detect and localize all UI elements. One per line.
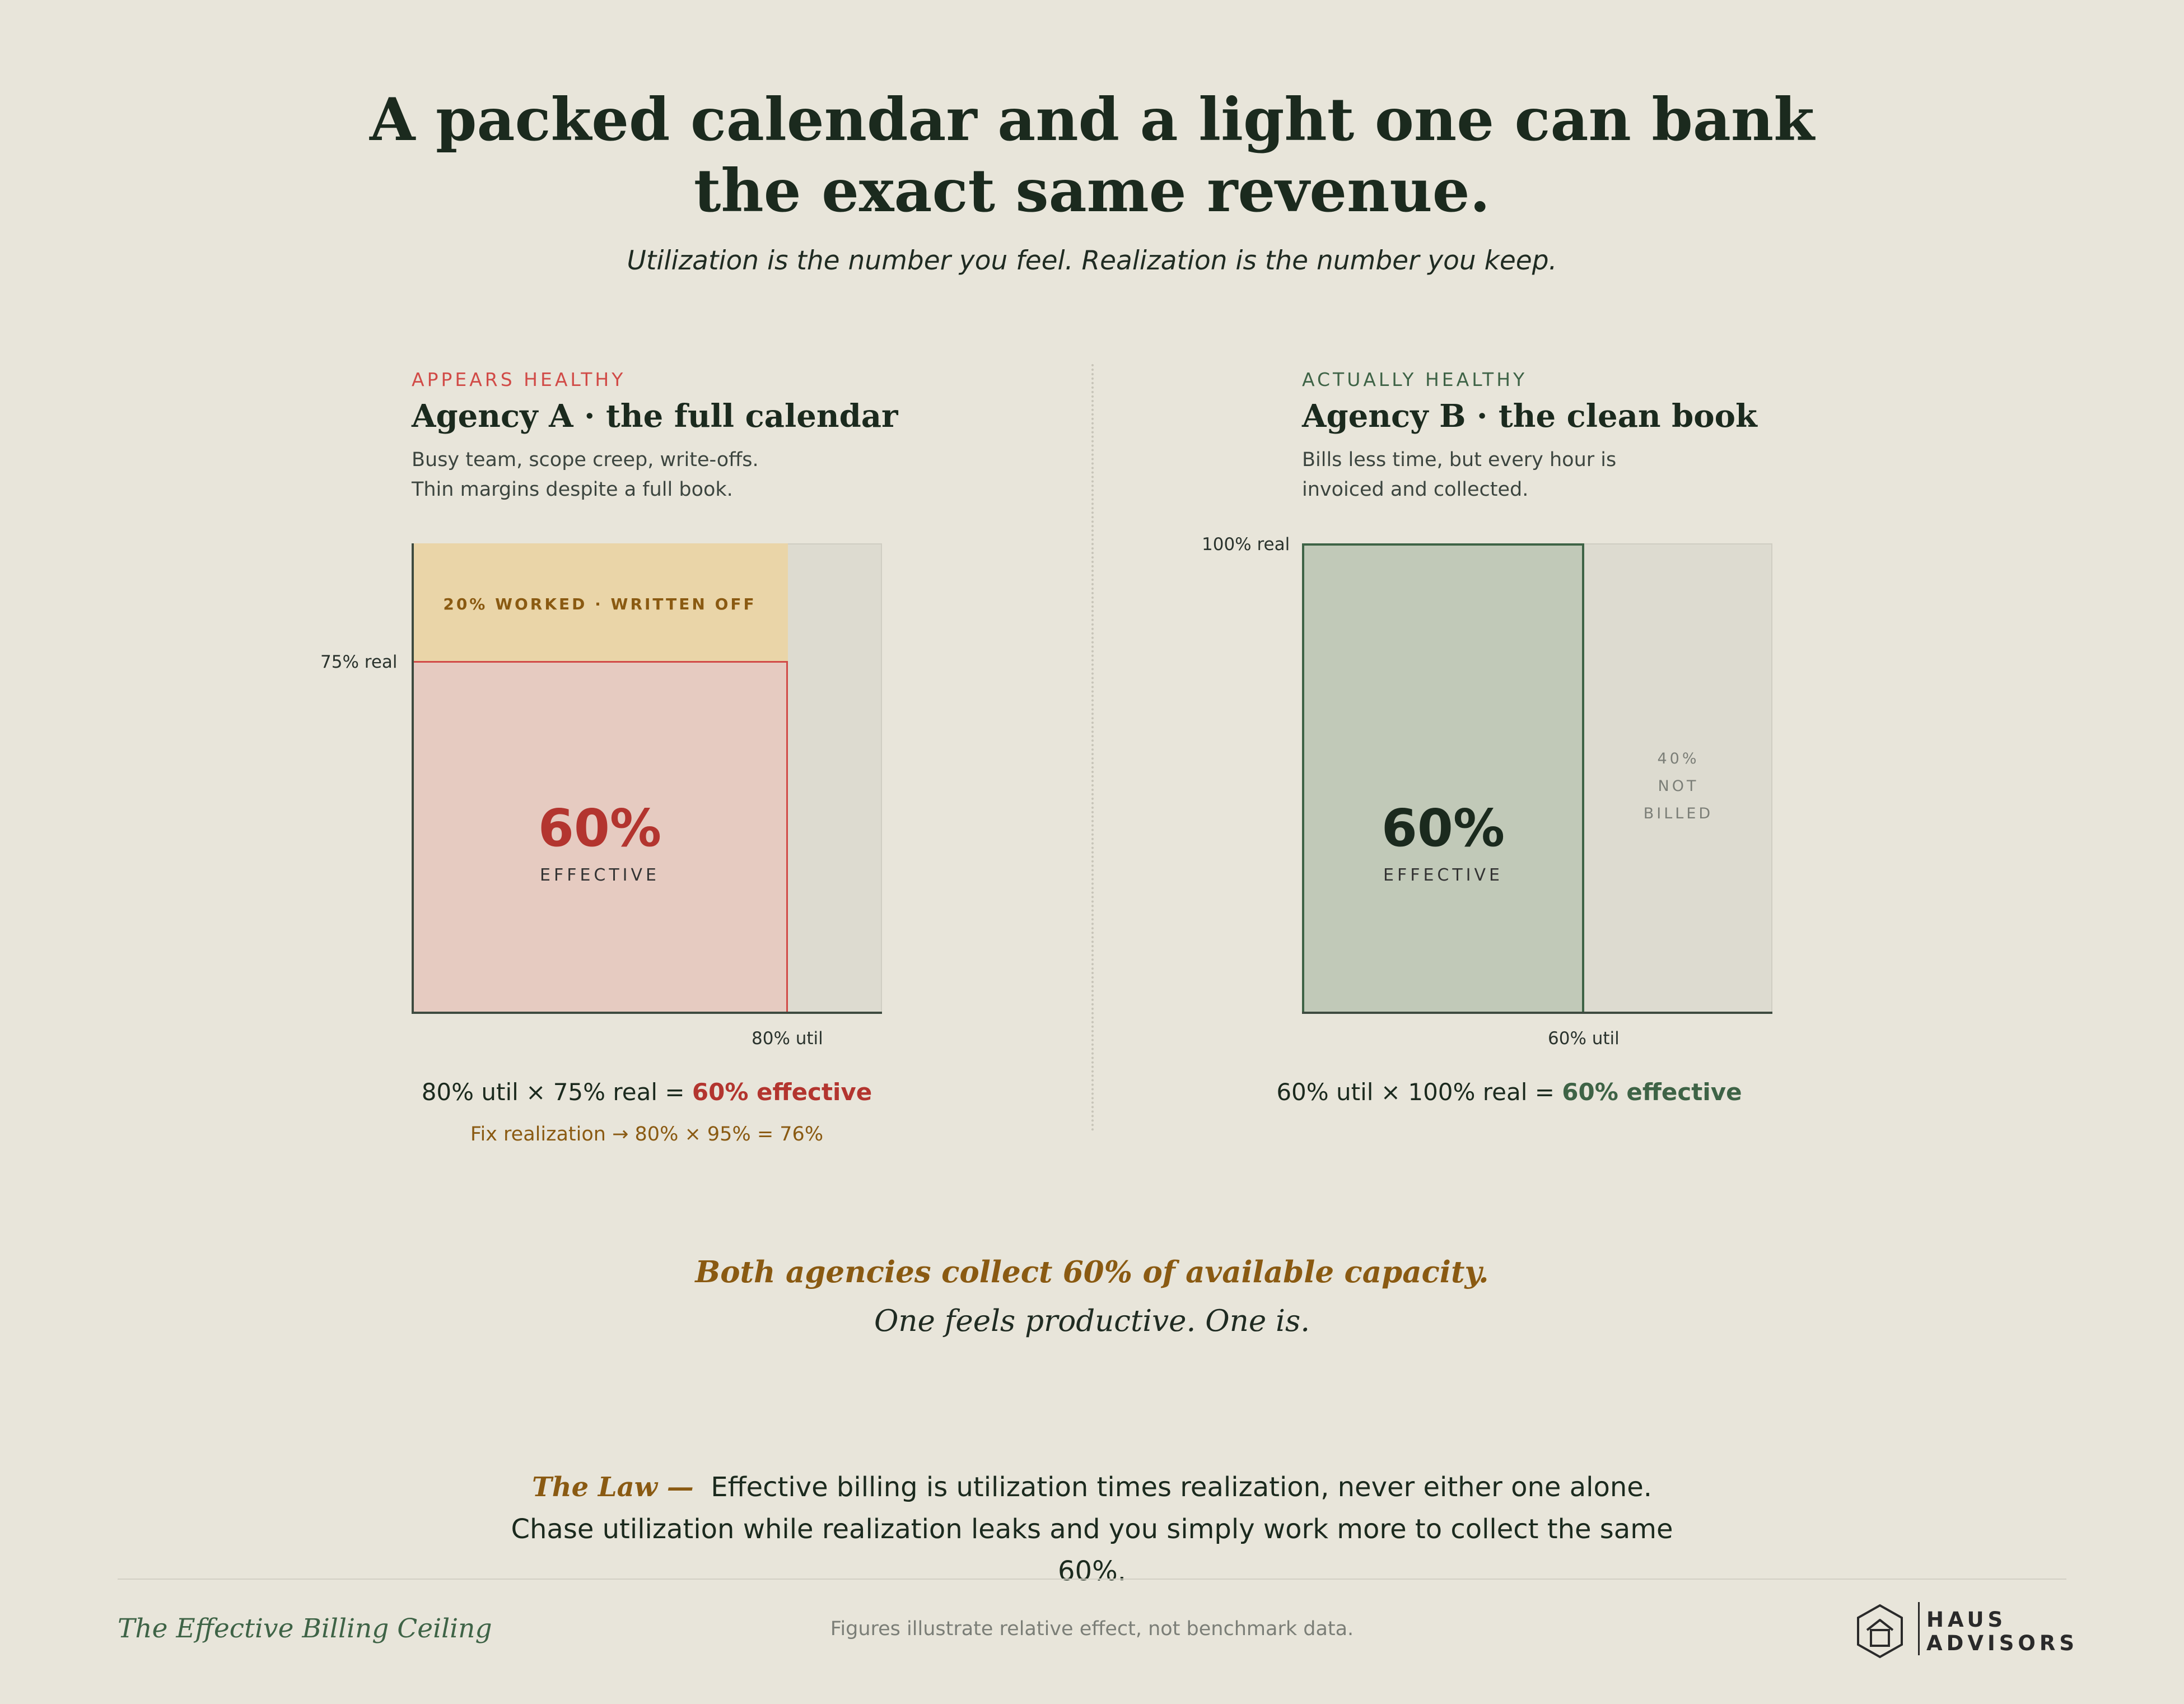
chart-a-utilization-label: 80% util <box>752 1028 823 1049</box>
headline: A packed calendar and a light one can ba… <box>0 84 2184 226</box>
not-billed-line-2: NOT <box>1658 777 1699 795</box>
panel-a-fix-note: Fix realization → 80% × 95% = 76% <box>470 1123 824 1146</box>
chart-b-effective-label: EFFECTIVE <box>1383 865 1504 885</box>
not-billed-line-3: BILLED <box>1643 805 1714 822</box>
panel-b-equation-prefix: 60% util × 100% real = <box>1276 1078 1562 1106</box>
panel-b-kicker: ACTUALLY HEALTHY <box>1302 369 1528 390</box>
footer-title: The Effective Billing Ceiling <box>118 1613 492 1644</box>
summary-tagline: One feels productive. One is. <box>874 1304 1310 1338</box>
chart-b-effective-area <box>1302 543 1584 1014</box>
subtitle: Utilization is the number you feel. Real… <box>627 245 1557 276</box>
agency-a-chart: 20% WORKED · WRITTEN OFF 60% EFFECTIVE <box>412 543 882 1014</box>
logo-separator <box>1918 1602 1920 1655</box>
chart-b-x-axis <box>1302 1012 1772 1014</box>
panel-b-equation: 60% util × 100% real = 60% effective <box>1221 1078 1798 1106</box>
chart-a-effective-label: EFFECTIVE <box>539 865 660 885</box>
chart-b-utilization-label: 60% util <box>1548 1028 1620 1049</box>
panel-a-equation: 80% util × 75% real = 60% effective <box>412 1078 882 1106</box>
brand-name-top: HAUS <box>1926 1608 2007 1632</box>
headline-line-1: A packed calendar and a light one can ba… <box>370 85 1814 154</box>
chart-a-effective-value: 60% <box>538 798 662 858</box>
panel-a-title: Agency A · the full calendar <box>412 398 898 435</box>
law-statement: The Law — Effective billing is utilizati… <box>504 1466 1680 1593</box>
panel-b-description: Bills less time, but every hour is invoi… <box>1302 445 1616 505</box>
panel-a-desc-line-2: Thin margins despite a full book. <box>412 478 733 501</box>
law-label: The Law — <box>531 1472 694 1503</box>
headline-line-2: the exact same revenue. <box>693 156 1491 225</box>
chart-b-realization-label: 100% real <box>1202 534 1290 555</box>
panel-b-title: Agency B · the clean book <box>1302 398 1757 435</box>
chart-a-y-axis <box>412 543 414 1014</box>
panel-b-desc-line-2: invoiced and collected. <box>1302 478 1529 501</box>
panel-a-kicker: APPEARS HEALTHY <box>412 369 626 390</box>
panel-b-desc-line-1: Bills less time, but every hour is <box>1302 449 1617 471</box>
panel-a-desc-line-1: Busy team, scope creep, write-offs. <box>412 449 759 471</box>
panel-a-equation-prefix: 80% util × 75% real = <box>421 1078 692 1106</box>
chart-a-written-off-area <box>412 543 788 661</box>
law-text: Effective billing is utilization times r… <box>511 1472 1673 1587</box>
panel-divider <box>1091 364 1094 1132</box>
panel-a-equation-result: 60% effective <box>692 1078 872 1106</box>
chart-a-x-axis <box>412 1012 882 1014</box>
panel-a-description: Busy team, scope creep, write-offs. Thin… <box>412 445 759 505</box>
chart-a-realization-label: 75% real <box>320 652 398 672</box>
chart-a-written-off-label: 20% WORKED · WRITTEN OFF <box>443 595 757 613</box>
brand-name-bottom: ADVISORS <box>1926 1631 2078 1655</box>
footer-note: Figures illustrate relative effect, not … <box>830 1618 1354 1640</box>
footer-divider <box>118 1579 2066 1580</box>
summary-highlight: Both agencies collect 60% of available c… <box>695 1255 1489 1289</box>
agency-b-chart: 60% EFFECTIVE 40% NOT BILLED <box>1302 543 1772 1014</box>
house-hexagon-icon <box>1855 1603 1905 1661</box>
panel-b-equation-result: 60% effective <box>1562 1078 1742 1106</box>
chart-b-effective-value: 60% <box>1381 798 1505 858</box>
chart-b-not-billed-label: 40% NOT BILLED <box>1584 745 1772 827</box>
not-billed-line-1: 40% <box>1657 750 1700 767</box>
